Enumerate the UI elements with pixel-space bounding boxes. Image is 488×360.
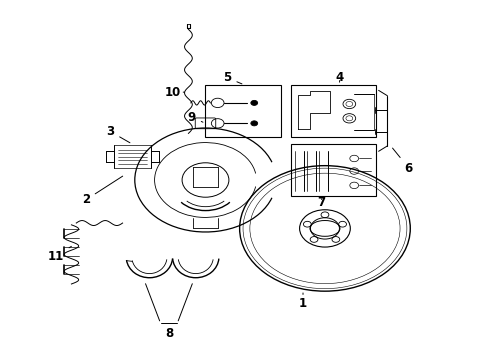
Text: 4: 4 — [335, 71, 343, 84]
Text: 1: 1 — [298, 293, 306, 310]
Text: 9: 9 — [187, 111, 203, 124]
Text: 6: 6 — [392, 148, 412, 175]
Circle shape — [250, 100, 257, 105]
Text: 10: 10 — [164, 86, 184, 99]
Text: 11: 11 — [47, 246, 71, 262]
Text: 7: 7 — [317, 196, 325, 209]
Text: 3: 3 — [106, 125, 130, 143]
Circle shape — [250, 121, 257, 126]
Text: 2: 2 — [82, 176, 122, 206]
Text: 8: 8 — [164, 327, 173, 339]
Text: 5: 5 — [223, 71, 242, 84]
